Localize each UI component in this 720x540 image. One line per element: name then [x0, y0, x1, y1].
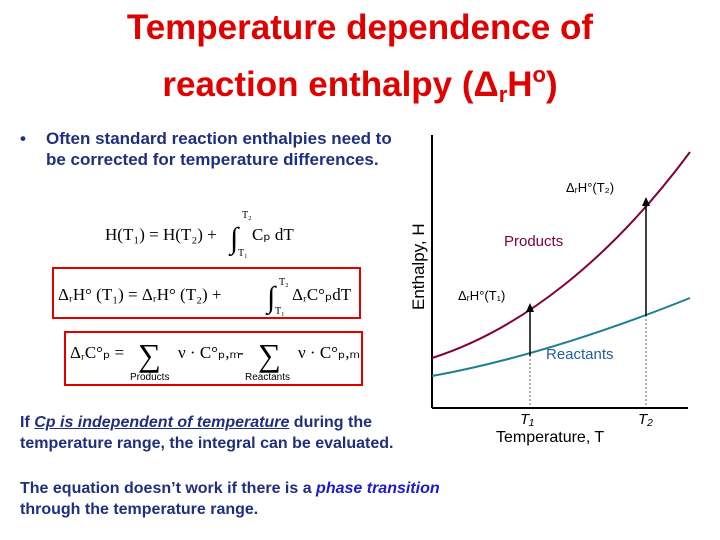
title-line: reaction enthalpy (ΔrHo) [0, 51, 720, 118]
equation-text: ΔᵣC°ₚ = [70, 343, 124, 362]
bullet-text: Often standard reaction enthalpies need … [20, 128, 405, 170]
note: If Cp is independent of temperature duri… [20, 412, 460, 454]
tick-label: T₁ [520, 411, 534, 428]
sum-sign: ∑ [258, 337, 281, 373]
slide-title: Temperature dependence of reaction entha… [0, 4, 720, 118]
equation-text: ν · C°ₚ,ₘ [178, 343, 240, 362]
note-text: through the temperature range. [20, 501, 259, 518]
reactants-curve [431, 297, 691, 377]
annotation: ΔᵣH°(T₂) [566, 180, 614, 195]
title-text: H [507, 65, 533, 104]
note-text: during the temperature range, the integr… [20, 414, 394, 452]
title-text: ) [545, 65, 558, 104]
note-emphasis: Cp is independent of temperature [34, 414, 290, 431]
title-subscript: r [498, 82, 508, 107]
arrowhead [642, 197, 650, 206]
tick-label: T₂ [638, 411, 653, 428]
integral-limit: T₁ [238, 248, 248, 259]
note: The equation doesn’t work if there is a … [20, 478, 500, 520]
equation-text: ΔᵣC°ₚdT [292, 285, 352, 304]
integral-limit: T₁ [275, 306, 285, 317]
equation-text: Cₚ dT [252, 225, 294, 244]
equation-text: H(T₁) = H(T₂) + [105, 225, 217, 244]
equation-box [52, 267, 361, 319]
products-curve [431, 151, 691, 359]
reactants-label: Reactants [546, 346, 614, 363]
y-axis-label: Enthalpy, H [409, 223, 428, 310]
integral-limit: T₂ [279, 277, 289, 288]
note-emphasis: phase transition [316, 480, 440, 497]
integral-limit: T₂ [242, 210, 252, 221]
annotation: ΔᵣH°(T₁) [458, 288, 505, 303]
x-axis-label: Temperature, T [496, 429, 604, 446]
note-text: The equation doesn’t work if there is a [20, 480, 317, 497]
enthalpy-diagram: Enthalpy, H Temperature, T T₁ T₂ Product… [409, 135, 691, 446]
equation-text: ΔᵣH° (T₁) = ΔᵣH° (T₂) + [58, 285, 222, 304]
integral-sign: ∫ [265, 281, 277, 316]
equation-text: - [238, 343, 244, 362]
title-line: Temperature dependence of [126, 8, 594, 47]
sum-sign: ∑ [138, 337, 161, 373]
products-label: Products [504, 233, 563, 250]
sum-range: Reactants [245, 372, 290, 383]
integral-sign: ∫ [228, 222, 240, 257]
title-superscript: o [532, 62, 546, 87]
equation-box [64, 331, 363, 386]
note-text: If [20, 414, 35, 431]
title-text: reaction enthalpy (Δ [162, 65, 499, 104]
equation-text: ν · C°ₚ,ₘ [298, 343, 360, 362]
sum-range: Products [130, 372, 169, 383]
arrowhead [526, 303, 534, 312]
